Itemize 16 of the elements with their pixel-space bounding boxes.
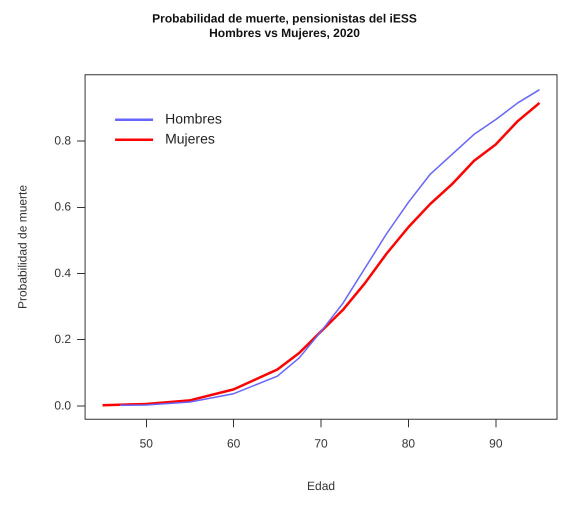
x-tick-label: 90 [489, 436, 503, 451]
x-tick-label: 50 [140, 436, 154, 451]
y-tick-label: 0.8 [54, 133, 72, 148]
x-tick-label: 70 [314, 436, 328, 451]
y-axis-title: Probabilidad de muerte [16, 184, 30, 310]
x-tick-label: 80 [402, 436, 416, 451]
chart-title: Probabilidad de muerte, pensionistas del iESS [152, 12, 417, 26]
y-tick-label: 0.0 [54, 398, 72, 412]
y-tick-label: 0.4 [54, 266, 72, 280]
legend-label: Mujeres [165, 130, 215, 147]
chart-subtitle: Hombres vs Mujeres, 2020 [209, 26, 360, 40]
y-tick-label: 0.2 [54, 332, 72, 346]
y-tick-label: 0.6 [54, 200, 72, 214]
x-tick-label: 60 [226, 436, 241, 451]
legend-label: Hombres [165, 110, 222, 127]
x-axis-title: Edad [307, 479, 336, 494]
